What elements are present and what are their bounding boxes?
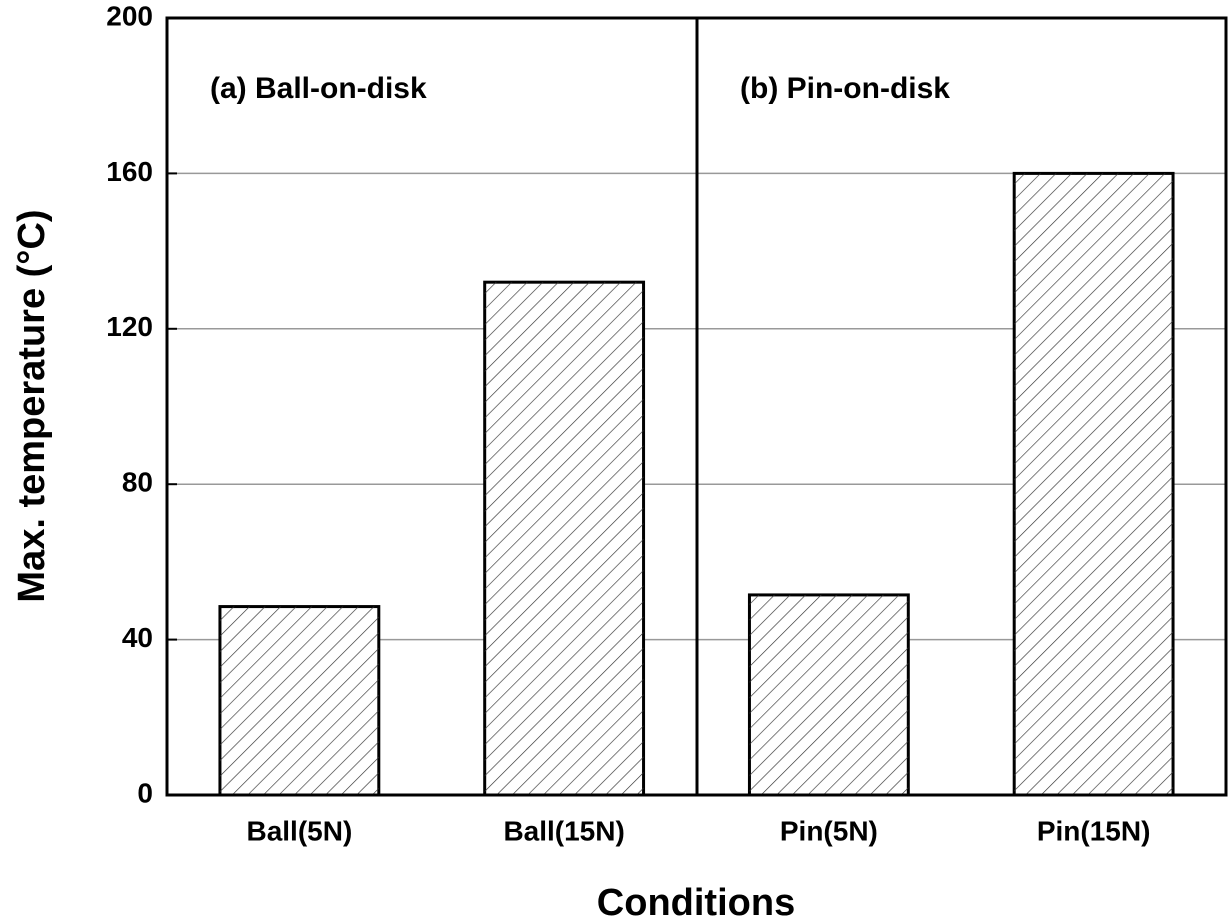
y-tick-label: 200 <box>106 0 153 31</box>
x-tick-label: Pin(15N) <box>1037 815 1151 846</box>
y-tick-label: 120 <box>106 311 153 342</box>
x-tick-label: Pin(5N) <box>780 815 878 846</box>
bar-hatch <box>219 606 379 795</box>
bar-hatch <box>484 282 644 795</box>
y-tick-label: 80 <box>122 467 153 498</box>
y-axis-title: Max. temperature (°C) <box>11 209 53 602</box>
bar-hatch <box>1014 173 1174 795</box>
annotation: (a) Ball-on-disk <box>210 72 427 105</box>
y-tick-label: 40 <box>122 622 153 653</box>
y-tick-label: 0 <box>137 777 153 808</box>
y-tick-label: 160 <box>106 156 153 187</box>
x-axis-title: Conditions <box>597 882 795 923</box>
bars <box>218 171 1175 797</box>
plot-frame <box>165 16 1228 797</box>
bar-hatch <box>749 594 909 795</box>
x-tick-label: Ball(5N) <box>246 815 352 846</box>
annotation: (b) Pin-on-disk <box>740 72 950 105</box>
x-tick-label: Ball(15N) <box>503 815 624 846</box>
